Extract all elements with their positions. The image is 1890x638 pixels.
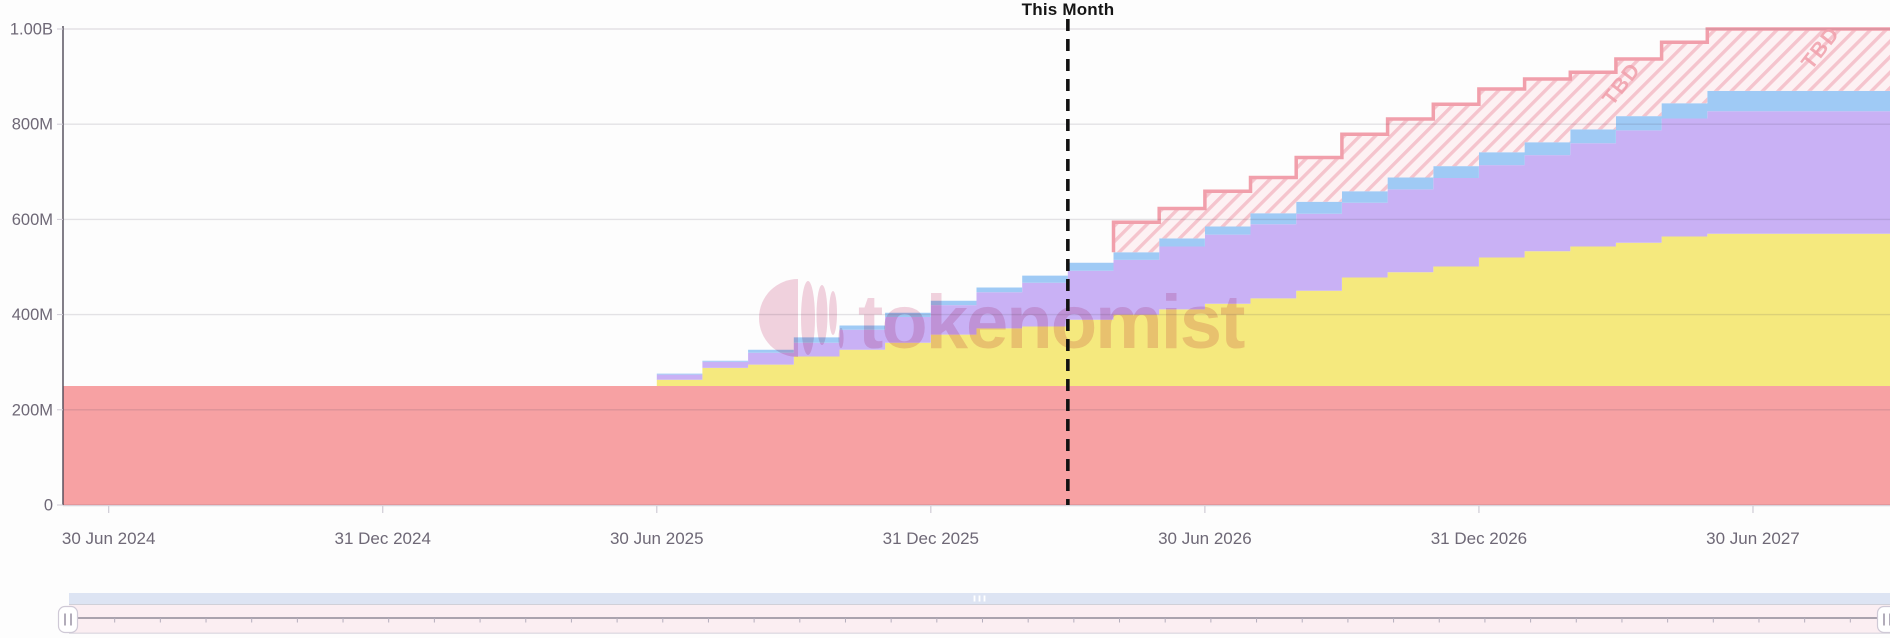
- x-axis-label: 31 Dec 2026: [1431, 529, 1527, 548]
- tbd-area-border: [1111, 27, 1890, 253]
- watermark-text: tokenomist: [858, 280, 1245, 365]
- scrollbar-grip-icon[interactable]: [978, 595, 981, 602]
- x-axis-label: 30 Jun 2025: [610, 529, 704, 548]
- watermark: tokenomist: [759, 279, 1247, 365]
- y-axis-label: 600M: [12, 211, 53, 229]
- series-area-red: [63, 386, 1890, 505]
- x-axis-label: 30 Jun 2026: [1158, 529, 1252, 548]
- y-axis-label: 800M: [12, 116, 53, 134]
- x-axis-label: 30 Jun 2024: [62, 529, 156, 548]
- navigator-minimap[interactable]: [69, 605, 1890, 633]
- x-axis-label: 31 Dec 2025: [883, 529, 979, 548]
- series-area-purple: [63, 111, 1890, 387]
- y-axis-label: 1.00B: [10, 21, 53, 39]
- y-axis-label: 0: [44, 497, 53, 515]
- x-axis-label: 30 Jun 2027: [1706, 529, 1800, 548]
- y-axis-label: 200M: [12, 401, 53, 419]
- x-axis-label: 31 Dec 2024: [335, 529, 431, 548]
- scrollbar-grip-icon[interactable]: [973, 595, 976, 602]
- this-month-label: This Month: [1021, 0, 1115, 19]
- navigator-left-handle[interactable]: [57, 605, 79, 634]
- series-area-yellow: [63, 233, 1890, 386]
- tokenomist-logo-icon: [759, 279, 798, 357]
- scrollbar-grip-icon[interactable]: [983, 595, 986, 602]
- navigator-right-handle[interactable]: [1876, 605, 1890, 634]
- y-axis-label: 400M: [12, 306, 53, 324]
- series-area-tbd: [1113, 29, 1890, 253]
